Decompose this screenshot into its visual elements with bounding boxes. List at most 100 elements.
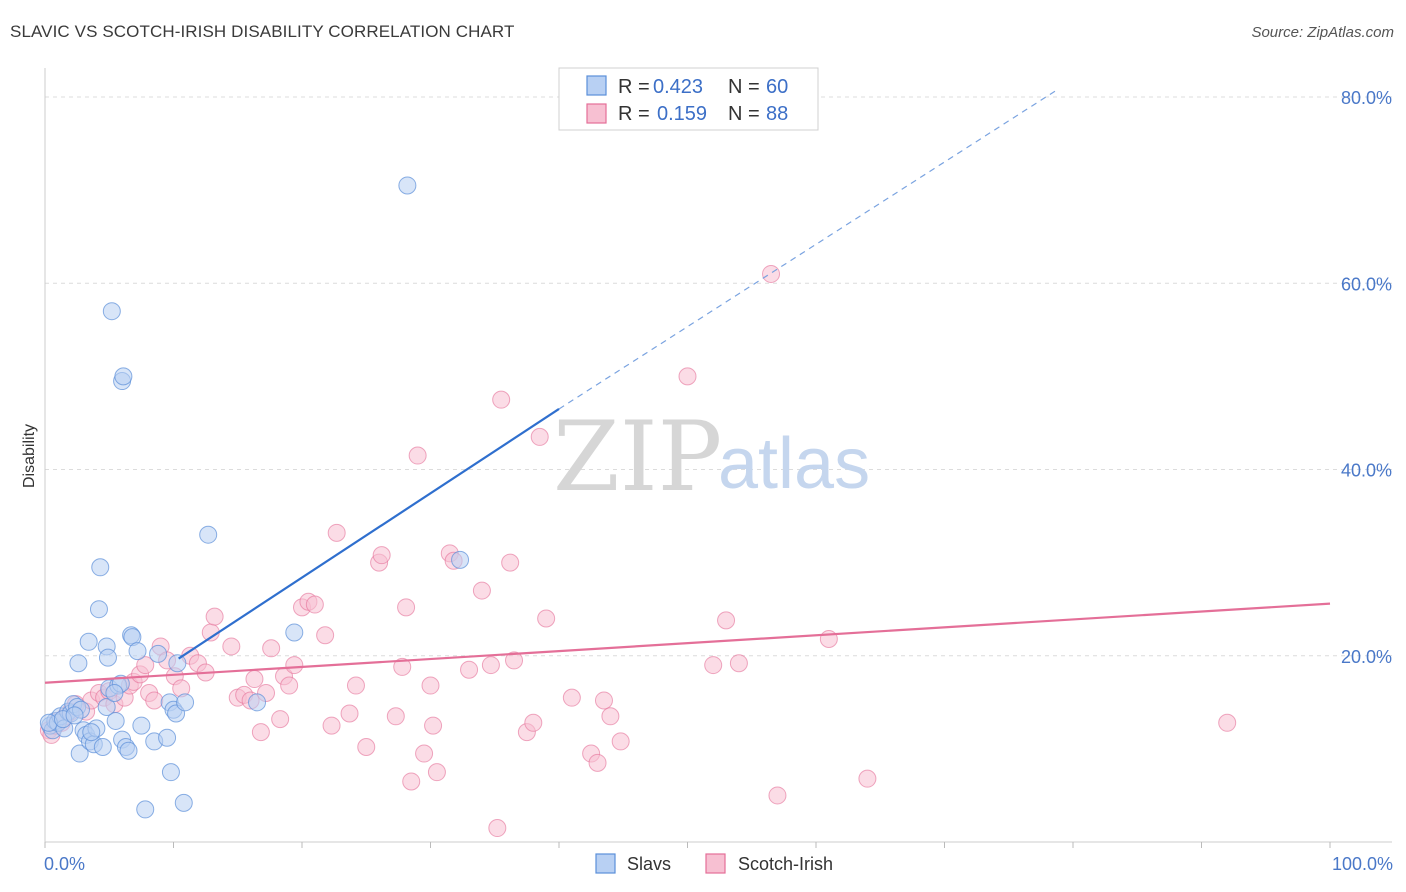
legend-n-label-scotch: N = [728,103,760,125]
scotch-irish-point-34 [245,670,264,689]
slavs-point-41 [149,644,168,663]
slavs-point-24 [98,648,117,667]
slavs-trend-extension [558,89,1058,410]
scotch-irish-point-56 [402,772,421,791]
y-tick-label-1: 40.0% [1341,461,1392,481]
scotch-irish-point-65 [472,581,491,600]
scotch-irish-point-69 [501,553,520,572]
axes [44,68,1392,848]
scotch-irish-point-79 [601,707,620,726]
scotch-irish-point-35 [251,723,270,742]
bottom-legend-swatch-scotch [705,853,726,874]
scotch-irish-point-49 [346,676,365,695]
legend-n-label-slavs: N = [728,76,760,98]
slavs-point-44 [161,763,180,782]
scotch-irish-point-86 [768,786,787,805]
y-axis-label: Disability [21,424,38,488]
slavs-point-27 [106,711,125,730]
scotch-irish-point-58 [415,744,434,763]
slavs-point-50 [199,525,218,544]
y-tick-label-0: 20.0% [1341,647,1392,667]
scotch-irish-point-59 [421,676,440,695]
bottom-legend-swatch-slavs [595,853,616,874]
slavs-point-12 [69,654,88,673]
scotch-irish-point-47 [327,523,346,542]
scotch-irish-point-74 [537,609,556,628]
scotch-irish-point-72 [524,713,543,732]
scotch-irish-point-20 [145,691,164,710]
slavs-point-26 [102,302,121,321]
watermark: ZIP atlas [553,401,870,513]
x-tick-label-1: 100.0% [1332,854,1393,874]
slavs-point-51 [248,693,267,712]
scotch-irish-point-84 [729,654,748,673]
slavs-trend-line [178,408,560,660]
scotch-irish-point-50 [357,738,376,757]
bottom-legend-scotch: Scotch-Irish [738,854,833,874]
slavs-point-53 [398,176,417,195]
scotch-irish-point-57 [408,446,427,465]
slavs-point-42 [158,728,177,747]
slavs-point-37 [128,642,147,661]
slavs-point-57 [65,706,84,725]
scotch-irish-points [39,264,1237,838]
scotch-irish-point-54 [393,657,412,676]
stats-legend: R = 0.423 N = 60 R = 0.159 N = 88 [558,67,819,131]
x-tick-label-0: 0.0% [44,854,85,874]
scotch-irish-point-48 [340,704,359,723]
legend-r-label-slavs: R = [618,76,650,98]
scotch-irish-point-29 [205,607,224,626]
legend-n-value-scotch: 88 [766,103,788,125]
scotch-irish-point-73 [530,427,549,446]
scotch-irish-point-60 [424,716,443,735]
series-legend: Slavs Scotch-Irish [595,853,833,874]
slavs-point-59 [105,684,124,702]
scotch-irish-point-64 [460,660,479,679]
slavs-point-38 [132,716,151,735]
scotch-irish-point-55 [397,598,416,617]
slavs-point-58 [82,723,101,742]
scotch-irish-point-77 [588,753,607,772]
slavs-point-48 [174,793,193,812]
scotch-irish-point-82 [704,656,723,675]
slavs-point-52 [285,623,304,642]
legend-swatch-scotch [586,103,607,124]
gridlines [45,96,1392,657]
scotch-irish-point-40 [280,676,299,695]
watermark-atlas: atlas [718,424,870,504]
scotch-irish-point-89 [1218,713,1237,732]
scotch-irish-point-37 [262,639,281,658]
scotch-irish-point-78 [594,691,613,710]
scotch-irish-point-85 [762,264,781,283]
y-tick-labels: 20.0% 40.0% 60.0% 80.0% [1341,88,1392,667]
slavs-point-47 [168,654,187,673]
legend-r-value-scotch: 0.159 [657,103,707,125]
slavs-point-19 [89,600,108,619]
scotch-irish-point-68 [492,390,511,409]
scotch-irish-point-46 [322,716,341,735]
scotch-irish-point-75 [562,688,581,707]
source-label: Source: ZipAtlas.com [1251,24,1394,41]
legend-swatch-slavs [586,75,607,96]
y-tick-label-3: 80.0% [1341,88,1392,108]
y-tick-label-2: 60.0% [1341,274,1392,294]
trend-lines [44,89,1331,684]
scotch-irish-point-41 [285,656,304,675]
scotch-irish-point-66 [481,656,500,675]
slavs-point-54 [451,550,470,569]
slavs-points [39,176,470,819]
slavs-point-22 [97,697,116,716]
watermark-zip: ZIP [553,401,722,513]
slavs-point-49 [176,693,195,712]
scotch-irish-point-88 [858,769,877,788]
scotch-irish-point-67 [488,819,507,838]
scotch-irish-point-44 [305,595,324,614]
slavs-point-21 [93,738,112,757]
slavs-point-20 [91,558,110,577]
scotch-irish-point-83 [717,611,736,630]
slavs-point-39 [136,800,155,819]
scotch-irish-point-53 [386,707,405,726]
scotch-irish-point-18 [136,656,155,675]
scotch-irish-point-30 [222,637,241,656]
